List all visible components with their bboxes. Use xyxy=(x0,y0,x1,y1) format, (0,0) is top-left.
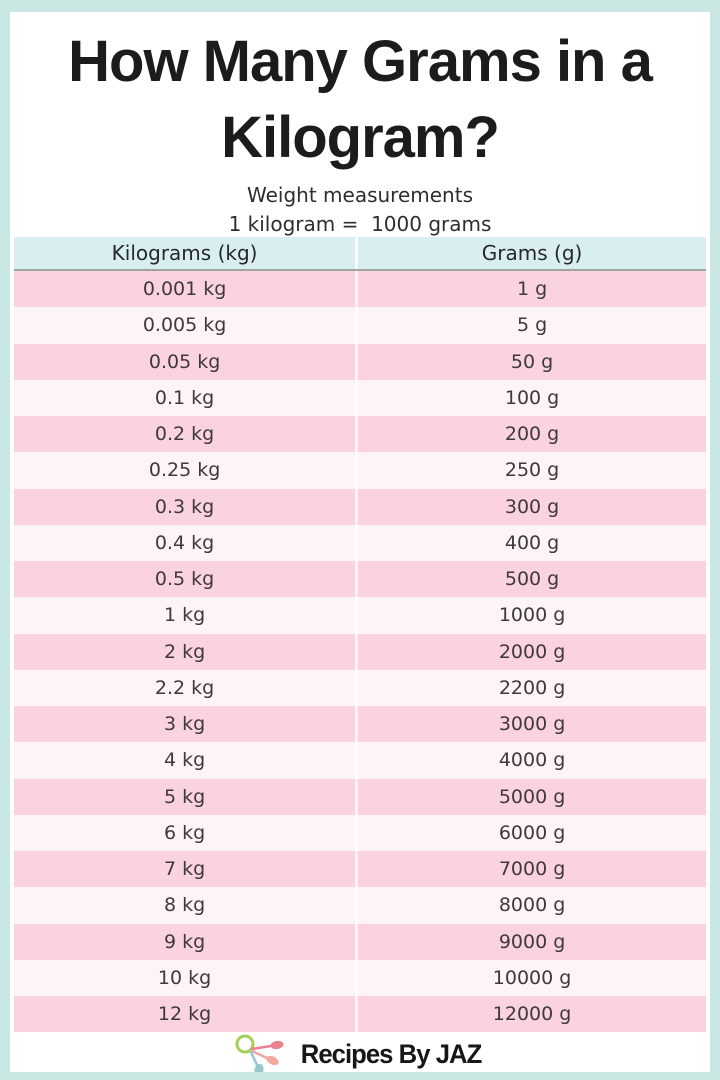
grams-cell: 250 g xyxy=(355,452,706,489)
kilograms-cell: 0.4 kg xyxy=(154,531,215,554)
table-row: 5 kg 5000 g xyxy=(14,778,706,815)
page-title-line1: How Many Grams in a xyxy=(68,29,653,94)
table-row: 1 kg 1000 g xyxy=(14,597,706,634)
grams-cell: 12000 g xyxy=(355,996,706,1033)
table-row: 0.2 kg 200 g xyxy=(14,416,706,453)
kilograms-cell: 3 kg xyxy=(163,713,206,736)
kilograms-cell: 1 kg xyxy=(163,604,206,627)
table-row: 2 kg 2000 g xyxy=(14,633,706,670)
grams-cell: 9000 g xyxy=(355,923,706,960)
grams-cell: 50 g xyxy=(355,343,706,380)
measuring-spoons-icon xyxy=(235,1034,284,1072)
table-row: 7 kg 7000 g xyxy=(14,851,706,888)
kilograms-cell: 0.5 kg xyxy=(154,568,215,591)
kilograms-cell: 0.001 kg xyxy=(142,278,227,301)
kilograms-cell: 0.2 kg xyxy=(154,423,215,446)
kilograms-cell: 9 kg xyxy=(163,930,206,953)
grams-cell: 500 g xyxy=(355,561,706,598)
kilograms-cell: 0.25 kg xyxy=(148,459,221,482)
kilograms-cell: 7 kg xyxy=(163,858,206,881)
table-body: 0.001 kg 1 g 0.005 kg 5 g 0.05 kg 50 g 0.1 kg 1… xyxy=(14,271,706,1033)
table-row: 4 kg 4000 g xyxy=(14,742,706,779)
kilograms-cell: 0.005 kg xyxy=(142,314,227,337)
kilograms-cell: 10 kg xyxy=(157,966,212,989)
conversion-equation: 1 kilogram = 1000 grams xyxy=(228,212,492,236)
grams-cell: 10000 g xyxy=(355,959,706,996)
kilograms-cell: 0.1 kg xyxy=(154,386,215,409)
brand-name: Recipes By JAZ xyxy=(301,1038,483,1069)
table-row: 0.5 kg 500 g xyxy=(14,561,706,598)
kilograms-cell: 8 kg xyxy=(163,894,206,917)
table-row: 0.4 kg 400 g xyxy=(14,524,706,561)
table-row: 10 kg 10000 g xyxy=(14,959,706,996)
grams-cell: 5 g xyxy=(355,307,706,344)
grams-cell: 100 g xyxy=(355,379,706,416)
infographic-card: How Many Grams in a Kilogram? Weight mea… xyxy=(10,12,710,1072)
kilograms-cell: 6 kg xyxy=(163,821,206,844)
spoon-coral xyxy=(251,1041,284,1051)
table-row: 8 kg 8000 g xyxy=(14,887,706,924)
table-row: 0.1 kg 100 g xyxy=(14,379,706,416)
grams-cell: 8000 g xyxy=(355,887,706,924)
table-header-row: Kilograms (kg) Grams (g) xyxy=(14,237,706,271)
table-row: 2.2 kg 2200 g xyxy=(14,669,706,706)
table-row: 0.05 kg 50 g xyxy=(14,343,706,380)
grams-cell: 5000 g xyxy=(355,778,706,815)
grams-cell: 3000 g xyxy=(355,706,706,743)
grams-cell: 1000 g xyxy=(355,597,706,634)
grams-cell: 300 g xyxy=(355,488,706,525)
kilograms-cell: 4 kg xyxy=(163,749,206,772)
kilograms-cell: 2 kg xyxy=(163,640,206,663)
kilograms-cell: 0.05 kg xyxy=(148,350,221,373)
column-header-grams: Grams (g) xyxy=(355,237,706,269)
kilograms-cell: 12 kg xyxy=(157,1003,212,1026)
column-header-kilograms: Kilograms (kg) xyxy=(111,241,258,265)
spoon-teal xyxy=(250,1050,265,1072)
table-row: 0.25 kg 250 g xyxy=(14,452,706,489)
kilograms-cell: 5 kg xyxy=(163,785,206,808)
grams-cell: 6000 g xyxy=(355,814,706,851)
page-title-line2: Kilogram? xyxy=(221,105,500,170)
table-row: 9 kg 9000 g xyxy=(14,923,706,960)
subtitle: Weight measurements xyxy=(247,183,473,207)
grams-cell: 1 g xyxy=(355,271,706,308)
brand-footer: Recipes By JAZ xyxy=(10,1032,710,1072)
table-row: 6 kg 6000 g xyxy=(14,814,706,851)
table-row: 0.005 kg 5 g xyxy=(14,307,706,344)
grams-cell: 7000 g xyxy=(355,851,706,888)
grams-cell: 2200 g xyxy=(355,669,706,706)
table-row: 0.001 kg 1 g xyxy=(14,271,706,308)
kilograms-cell: 2.2 kg xyxy=(154,676,215,699)
grams-cell: 200 g xyxy=(355,416,706,453)
kilograms-cell: 0.3 kg xyxy=(154,495,215,518)
spoon-salmon xyxy=(251,1049,280,1066)
conversion-table: Kilograms (kg) Grams (g) 0.001 kg 1 g 0.00… xyxy=(14,237,706,1033)
grams-cell: 400 g xyxy=(355,524,706,561)
grams-cell: 2000 g xyxy=(355,633,706,670)
table-row: 0.3 kg 300 g xyxy=(14,488,706,525)
grams-cell: 4000 g xyxy=(355,742,706,779)
table-row: 3 kg 3000 g xyxy=(14,706,706,743)
page-title: How Many Grams in a Kilogram? xyxy=(10,12,710,176)
title-block: How Many Grams in a Kilogram? Weight mea… xyxy=(10,12,710,237)
table-row: 12 kg 12000 g xyxy=(14,996,706,1033)
